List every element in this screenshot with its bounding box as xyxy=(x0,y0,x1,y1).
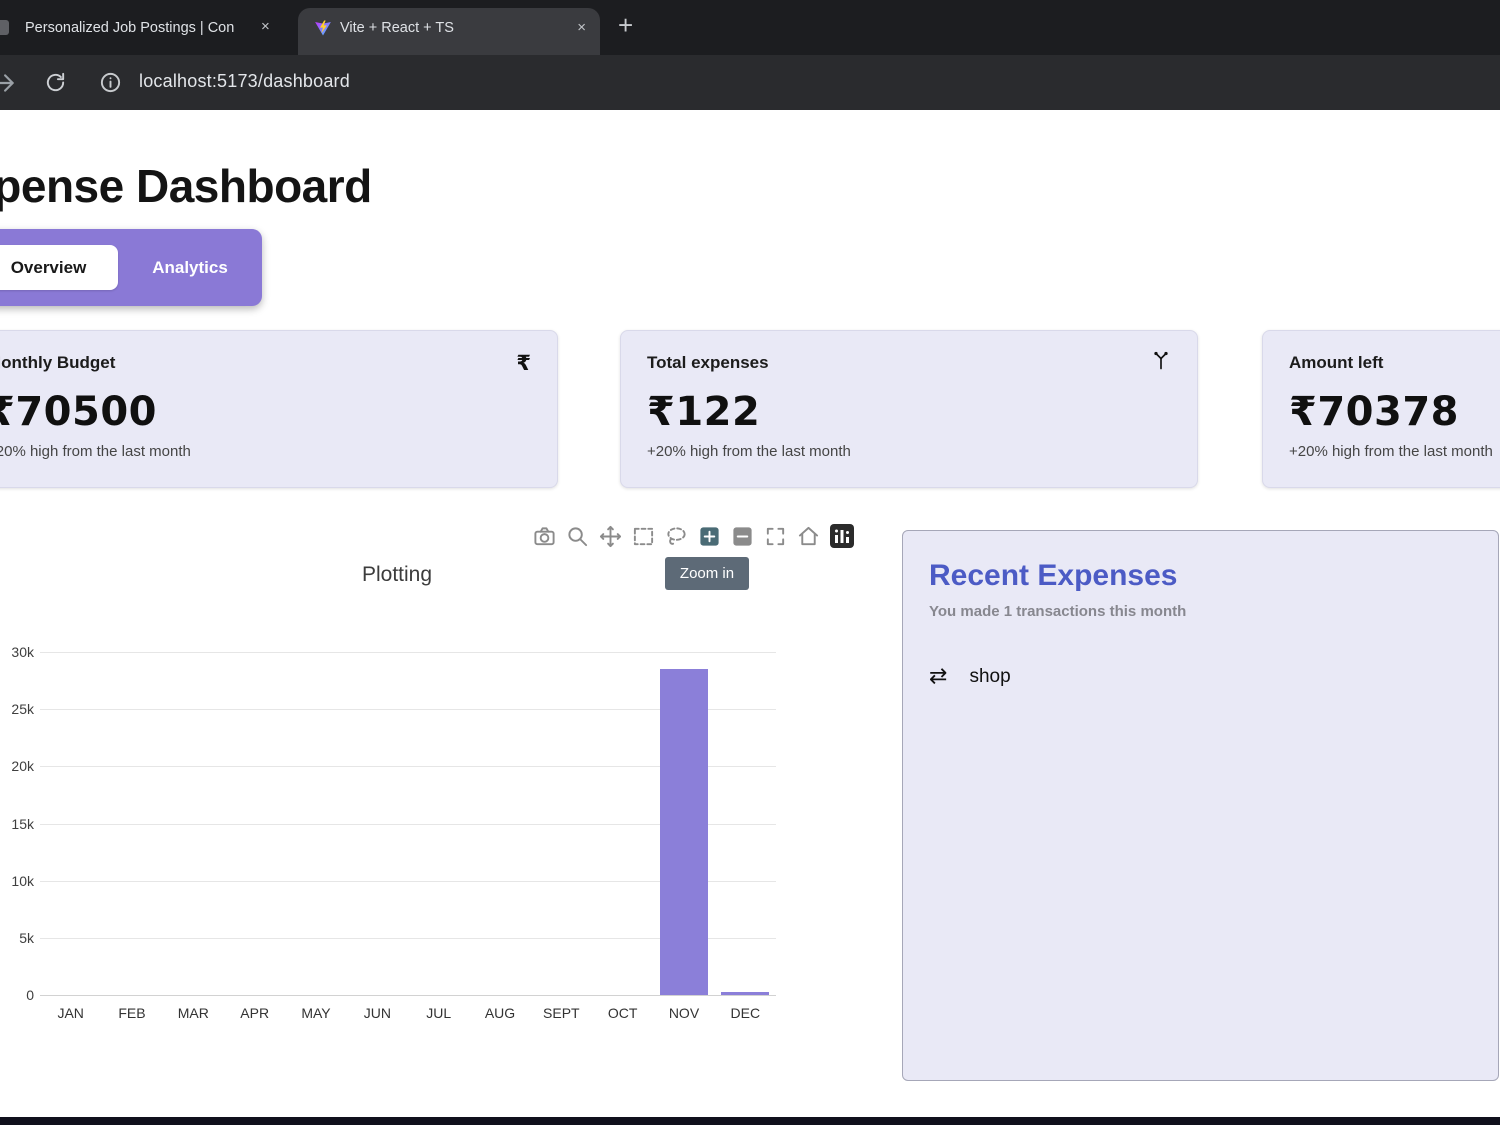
bar-chart: JAN FEB MAR APR MAY JUN JUL AUG SEPT OCT NOV DEC xyxy=(40,630,776,1030)
reload-icon[interactable] xyxy=(44,71,67,99)
bar-nov[interactable] xyxy=(660,669,708,995)
card-subtitle: +20% high from the last month xyxy=(647,443,851,460)
transaction-row[interactable]: ⇄ shop xyxy=(929,664,1472,689)
zoom-out-icon[interactable] xyxy=(731,525,754,548)
browser-tab-vite-react[interactable]: Vite + React + TS × xyxy=(298,8,600,55)
x-tick-label: SEPT xyxy=(543,1005,580,1021)
card-title: Amount left xyxy=(1289,353,1384,372)
y-tick-label: 30k xyxy=(11,644,34,660)
card-subtitle: +20% high from the last month xyxy=(1289,443,1493,460)
grid-line xyxy=(40,937,776,939)
partial-favicon-icon xyxy=(0,20,9,35)
card-subtitle: +20% high from the last month xyxy=(0,443,191,460)
card-value: ₹122 xyxy=(647,389,761,435)
chart-y-axis: 0 5k 10k 15k 20k 25k 30k xyxy=(0,630,36,1030)
transaction-label: shop xyxy=(969,665,1011,687)
card-value: ₹70500 xyxy=(0,389,158,435)
lasso-select-icon[interactable] xyxy=(665,525,688,548)
x-tick-label: MAR xyxy=(177,1005,209,1021)
swap-arrows-icon: ⇄ xyxy=(929,664,948,689)
x-tick-label: AUG xyxy=(484,1005,516,1021)
grid-line xyxy=(40,709,776,711)
zoom-in-tooltip: Zoom in xyxy=(665,557,749,590)
grid-line xyxy=(40,766,776,768)
box-select-icon[interactable] xyxy=(632,525,655,548)
grid-line xyxy=(40,823,776,825)
tab-title: Personalized Job Postings | Con xyxy=(25,20,235,36)
reset-home-icon[interactable] xyxy=(797,525,820,548)
x-tick-label: FEB xyxy=(118,1005,146,1021)
plot-modebar xyxy=(533,524,854,548)
y-tick-label: 15k xyxy=(11,815,34,832)
grid-line xyxy=(40,995,776,996)
bottom-edge-bar xyxy=(0,1117,1500,1125)
x-tick-label: APR xyxy=(240,1005,270,1021)
tab-title: Vite + React + TS xyxy=(340,20,454,36)
x-tick-label: MAY xyxy=(301,1005,331,1021)
x-tick-label: JAN xyxy=(57,1005,84,1021)
bar-dec[interactable] xyxy=(721,992,770,995)
vite-favicon-icon xyxy=(314,19,332,37)
forward-icon[interactable] xyxy=(0,70,17,101)
chart-title: Plotting xyxy=(362,563,433,586)
zoom-in-icon[interactable] xyxy=(698,525,721,548)
dashboard-tab-control: Overview Analytics xyxy=(0,229,262,306)
expense-icon xyxy=(1151,351,1171,376)
recent-expenses-subtitle: You made 1 transactions this month xyxy=(929,603,1187,620)
recent-expenses-panel: Recent Expenses You made 1 transactions … xyxy=(902,530,1499,1081)
card-value: ₹70378 xyxy=(1289,389,1460,435)
close-tab-icon[interactable]: × xyxy=(577,19,586,36)
site-info-icon[interactable] xyxy=(99,71,122,99)
tab-overview[interactable]: Overview xyxy=(0,245,118,290)
total-expenses-card: Total expenses ₹122 +20% high from the l… xyxy=(620,330,1198,488)
pan-icon[interactable] xyxy=(599,525,622,548)
recent-expenses-title: Recent Expenses xyxy=(929,559,1178,592)
new-tab-button[interactable]: + xyxy=(618,10,634,40)
x-tick-label: JUN xyxy=(363,1005,391,1021)
monthly-budget-card: Monthly Budget ₹ ₹70500 +20% high from t… xyxy=(0,330,558,488)
address-bar[interactable]: localhost:5173/dashboard xyxy=(139,71,350,91)
rupee-icon: ₹ xyxy=(516,351,531,375)
x-tick-label: JUL xyxy=(426,1005,452,1021)
card-title: Total expenses xyxy=(647,353,769,372)
close-tab-icon[interactable]: × xyxy=(261,18,270,35)
y-tick-label: 10k xyxy=(11,872,34,889)
x-tick-label: DEC xyxy=(730,1005,761,1021)
amount-left-card: Amount left ₹70378 +20% high from the la… xyxy=(1262,330,1500,488)
y-tick-label: 20k xyxy=(11,758,34,775)
page-title: Expense Dashboard xyxy=(0,159,372,212)
autoscale-icon[interactable] xyxy=(764,525,787,548)
browser-tab-strip: Personalized Job Postings | Con × Vite +… xyxy=(0,0,1500,55)
y-tick-label: 5k xyxy=(19,929,34,946)
plotly-logo-icon[interactable] xyxy=(830,524,854,548)
card-title: Monthly Budget xyxy=(0,353,116,372)
tab-analytics[interactable]: Analytics xyxy=(152,257,228,277)
browser-toolbar: localhost:5173/dashboard xyxy=(0,55,1500,110)
y-tick-label: 0 xyxy=(26,987,34,1003)
x-tick-label: OCT xyxy=(607,1005,638,1021)
grid-line xyxy=(40,880,776,882)
x-tick-label: NOV xyxy=(668,1005,700,1021)
y-tick-label: 25k xyxy=(11,701,34,718)
camera-icon[interactable] xyxy=(533,525,556,548)
zoom-icon[interactable] xyxy=(566,525,589,548)
browser-tab-job-postings[interactable]: Personalized Job Postings | Con × xyxy=(0,0,290,55)
grid-line xyxy=(40,652,776,653)
